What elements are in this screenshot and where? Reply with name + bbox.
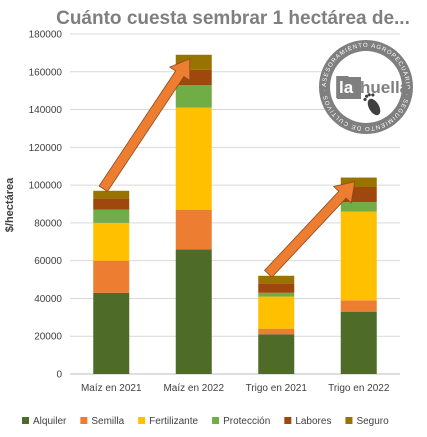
logo-word-la: la [339,78,354,97]
bar-segment [258,283,295,293]
legend-swatch [138,417,146,424]
bar-segment [340,202,377,212]
legend-swatch [284,417,292,424]
legend-swatch [22,417,29,424]
bar-segment [93,260,130,293]
x-tick-label: Maíz en 2021 [81,383,142,394]
y-tick-label: 140000 [29,105,63,116]
bar-segment [258,275,295,284]
chart-title: Cuánto cuesta sembrar 1 hectárea de... [56,8,410,29]
legend-swatch [345,417,353,424]
logo: ASESORAMIENTO AGROPECUARIO · SEGUIMIENTO… [319,40,413,134]
legend-label: Alquiler [33,416,67,427]
legend-label: Semilla [91,416,124,427]
x-tick-label: Trigo en 2022 [328,383,390,394]
bar-segment [340,311,377,374]
legend-swatch [212,417,220,424]
arrows [98,58,356,278]
bars [93,54,377,374]
y-tick-label: 20000 [34,332,62,343]
bar-segment [340,177,377,187]
y-axis-label: $/hectárea [4,177,16,232]
legend: Alquiler Semilla Fertilizante Protección Lab… [22,416,389,427]
x-tick-label: Maíz en 2022 [163,383,224,394]
bar-segment [340,211,377,301]
x-tick-label: Trigo en 2021 [246,383,308,394]
bar-segment [175,107,212,210]
y-tick-label: 160000 [29,67,63,78]
footprint-icon [363,93,381,116]
y-tick-label: 100000 [29,181,63,192]
legend-label: Fertilizante [149,416,198,427]
y-tick-label: 120000 [29,143,63,154]
bar-segment [93,209,130,223]
bar-segment [93,222,130,261]
bar-segment [93,190,130,199]
y-axis-ticks: 0 20000 40000 60000 80000 100000 120000 140000 1… [29,30,63,381]
bar-segment [258,328,295,335]
trend-arrow [98,58,191,193]
legend-swatch [80,417,88,424]
logo-word-box [337,77,361,99]
trend-arrow [264,181,356,278]
legend-label: Labores [295,416,331,427]
y-tick-label: 180000 [29,30,63,41]
y-tick-label: 80000 [34,218,62,229]
bar-segment [93,198,130,210]
bar-segment [175,85,212,108]
legend-label: Protección [223,416,270,427]
y-tick-label: 40000 [34,294,62,305]
bar-segment [175,209,212,250]
bar-segment [93,292,130,374]
bar-segment [258,334,295,374]
legend-label: Seguro [356,416,389,427]
y-tick-label: 0 [56,370,62,381]
bar-segment [258,292,295,297]
bar-segment [340,300,377,312]
bar-segment [175,249,212,374]
logo-word-huella: huella [360,78,410,97]
x-axis-ticks: Maíz en 2021 Maíz en 2022 Trigo en 2021 Tri… [81,383,390,394]
y-tick-label: 60000 [34,256,62,267]
bar-segment [258,296,295,329]
